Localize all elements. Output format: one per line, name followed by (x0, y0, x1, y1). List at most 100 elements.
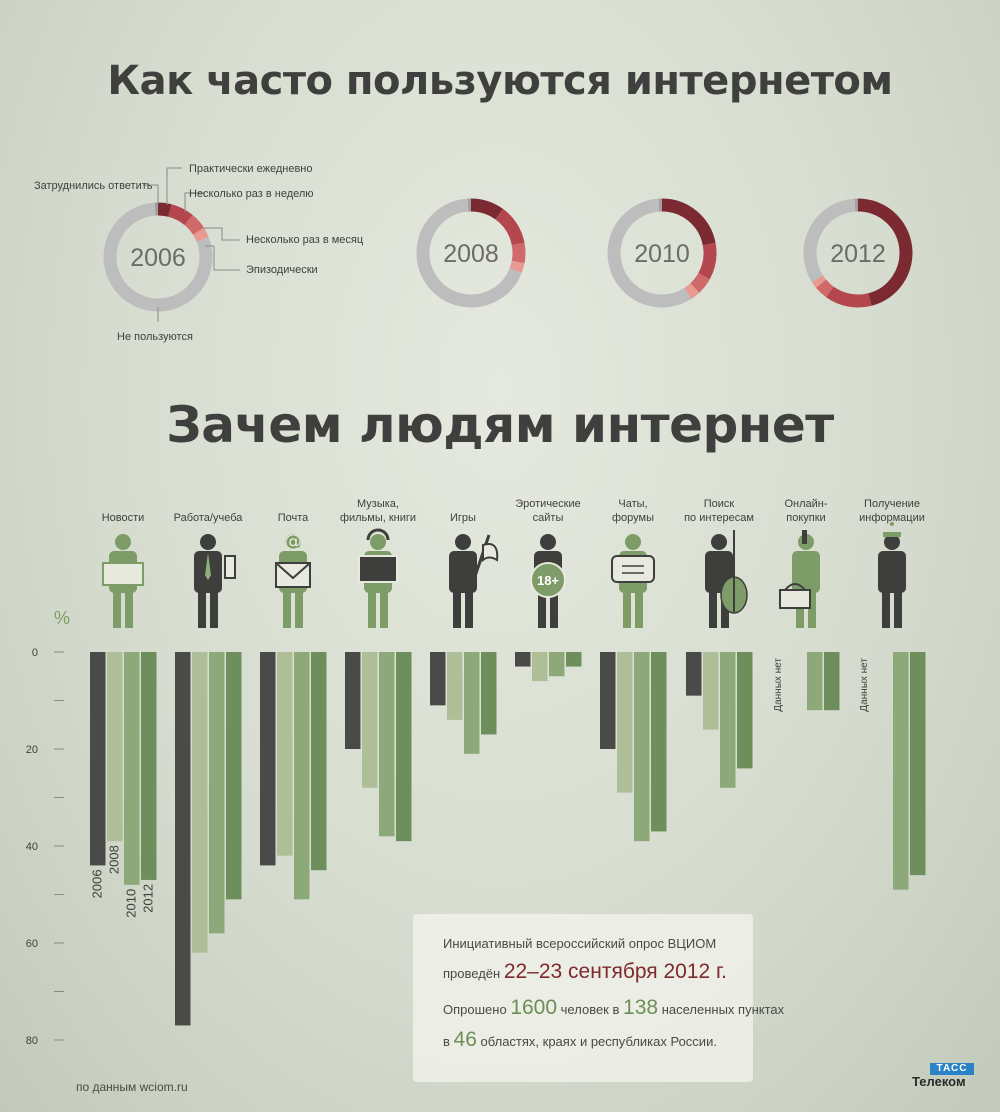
donut-slice (416, 198, 522, 308)
donut-2012: 2012 (803, 198, 913, 308)
basket-handle-icon (784, 583, 806, 591)
bar-2010 (379, 652, 395, 837)
person-leg-icon (894, 590, 902, 628)
legend-label: Практически ежедневно (189, 163, 313, 175)
bar-2012 (141, 652, 157, 880)
adult-badge-text: 18+ (537, 573, 559, 588)
envelope-flap-icon (275, 562, 311, 580)
bar-2006 (260, 652, 276, 866)
bar-2010 (720, 652, 736, 788)
survey-polled-middle: человек в (560, 1002, 620, 1017)
y-tick-label: 80 (26, 1035, 38, 1047)
survey-line-4: в 46 областях, краях и республиках Росси… (443, 1028, 717, 1052)
speech-bubble-icon (611, 555, 655, 583)
bar-group (345, 652, 412, 842)
person-leg-icon (538, 590, 546, 628)
bar-2008 (277, 652, 293, 856)
donut-charts: 2006 2008 2010 2012 (103, 198, 913, 312)
donut-slice (192, 227, 209, 242)
person-leg-icon (709, 590, 717, 628)
bar-2012 (396, 652, 412, 842)
y-axis-unit: % (54, 608, 70, 628)
donut-slice (661, 198, 716, 246)
phone-icon (802, 530, 807, 544)
bar-group (600, 652, 667, 842)
person-head-icon (115, 534, 131, 550)
bar-2008 (192, 652, 208, 953)
person-head-icon (625, 534, 641, 550)
survey-line-1: Инициативный всероссийский опрос ВЦИОМ (443, 936, 717, 951)
person-leg-icon (623, 590, 631, 628)
person-head-icon (200, 534, 216, 550)
logo-bottom: Телеком (912, 1074, 966, 1089)
category-6: Чаты, форумы (611, 498, 655, 628)
donut-slice (184, 215, 205, 235)
person-head-icon (455, 534, 471, 550)
bar-2010 (549, 652, 565, 677)
person-leg-icon (295, 590, 303, 628)
legend-leader-line (205, 245, 240, 271)
donut-slice (811, 275, 827, 288)
frequency-title: Как часто пользуются интернетом (107, 58, 893, 104)
bar-2010 (634, 652, 650, 842)
category-label: форумы (612, 512, 654, 524)
survey-conducted-label: проведён (443, 966, 501, 981)
person-leg-icon (882, 590, 890, 628)
donut-slice (509, 260, 525, 274)
category-label: Почта (278, 512, 309, 524)
bar-2006 (345, 652, 361, 749)
bar-2012 (737, 652, 753, 769)
donut-slice (103, 202, 213, 312)
y-tick-label: 20 (26, 744, 38, 756)
category-3: Музыка, фильмы, книги (340, 498, 416, 628)
newspaper-icon (102, 562, 144, 586)
category-0: Новости (102, 512, 144, 628)
adult-badge-icon (530, 562, 566, 598)
category-label: фильмы, книги (340, 512, 416, 524)
year-label-2010: 2010 (124, 889, 139, 918)
legend-label: Затруднились ответить (34, 180, 153, 192)
person-leg-icon (198, 590, 206, 628)
person-leg-icon (465, 590, 473, 628)
y-tick-label: 0 (32, 647, 38, 659)
legend-label: Эпизодически (246, 264, 318, 276)
donut-slice (690, 272, 710, 293)
category-7: Поиск по интересам (684, 498, 754, 628)
person-head-icon (711, 534, 727, 550)
person-head-icon (370, 534, 386, 550)
bar-2006 (515, 652, 531, 667)
bar-2010 (294, 652, 310, 900)
person-leg-icon (380, 590, 388, 628)
purposes-title: Зачем людям интернет (166, 396, 834, 454)
donut-slice (803, 198, 856, 283)
person-head-icon (884, 534, 900, 550)
legend-label: Несколько раз в месяц (246, 234, 364, 246)
bar-group (515, 652, 582, 682)
bar-2010 (209, 652, 225, 934)
year-label-2008: 2008 (107, 845, 122, 874)
tie-icon (205, 553, 211, 580)
bar-2012 (311, 652, 327, 871)
person-leg-icon (550, 590, 558, 628)
donut-slice (857, 198, 913, 306)
bar-2012 (651, 652, 667, 832)
category-label: Получение (864, 498, 920, 510)
bar-2012 (910, 652, 926, 876)
donut-slice (511, 242, 526, 264)
person-body-icon (878, 551, 906, 593)
basket-icon (779, 589, 811, 609)
survey-regions-suffix: областях, краях и республиках России. (480, 1034, 717, 1049)
bar-2006 (600, 652, 616, 749)
bar-group: Данных нет (773, 652, 840, 712)
tass-telekom-logo: ТАСС Телеком (912, 1063, 974, 1089)
category-label: по интересам (684, 512, 754, 524)
bar-2010 (807, 652, 823, 711)
survey-settlements: 138 (623, 996, 659, 1019)
category-label: Работа/учеба (174, 512, 244, 524)
category-4: Игры (449, 512, 499, 628)
person-leg-icon (125, 590, 133, 628)
bar-2006 (430, 652, 446, 706)
person-head-icon (285, 534, 301, 550)
bar-2012 (824, 652, 840, 711)
